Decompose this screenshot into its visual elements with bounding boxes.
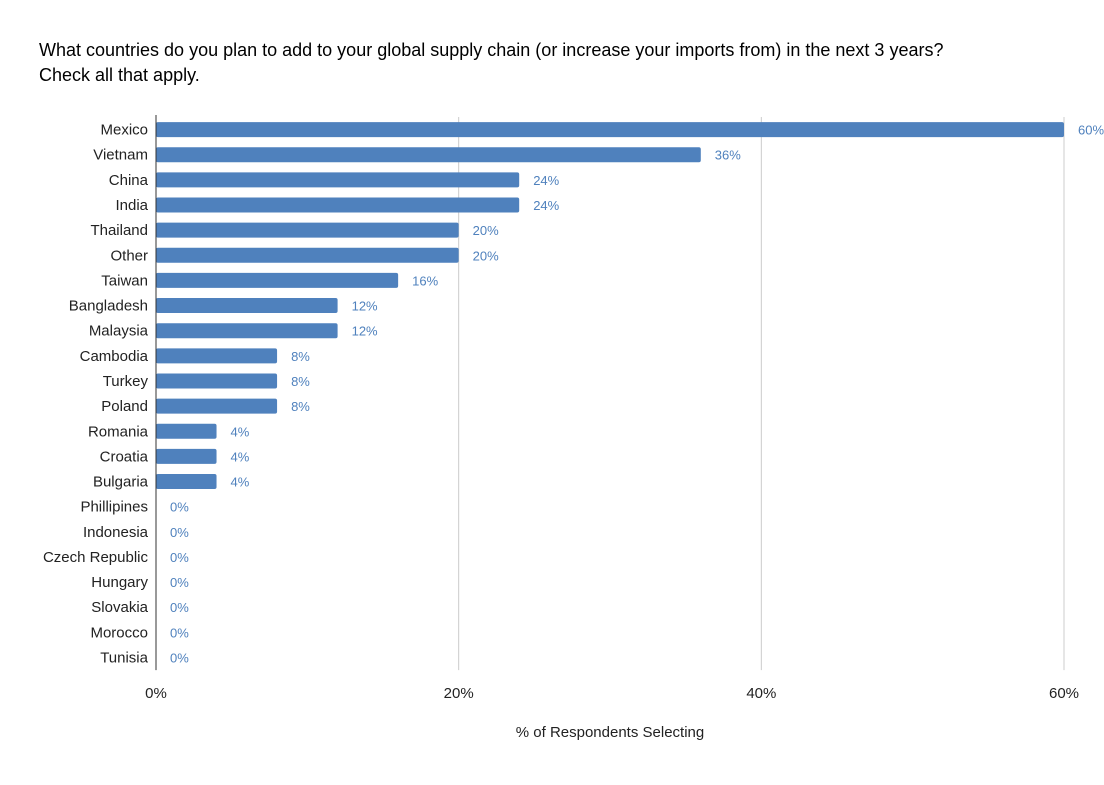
bar bbox=[156, 448, 217, 464]
category-label: Indonesia bbox=[83, 524, 149, 541]
data-label: 24% bbox=[533, 173, 559, 188]
category-label: Poland bbox=[101, 398, 148, 415]
category-labels: Mexico Vietnam China India Thailand Other Taiw… bbox=[43, 122, 149, 667]
x-axis-title: % of Respondents Selecting bbox=[516, 724, 704, 741]
data-label: 8% bbox=[291, 399, 310, 414]
data-label: 0% bbox=[170, 600, 189, 615]
x-tick-label: 40% bbox=[746, 685, 776, 702]
data-label: 0% bbox=[170, 550, 189, 565]
data-label: 20% bbox=[473, 223, 499, 238]
data-label: 0% bbox=[170, 651, 189, 666]
category-label: Mexico bbox=[100, 122, 148, 139]
bars bbox=[156, 122, 1064, 490]
data-label: 36% bbox=[715, 148, 741, 163]
category-label: Bangladesh bbox=[69, 298, 148, 315]
data-label: 4% bbox=[231, 424, 250, 439]
bar bbox=[156, 172, 520, 188]
x-tick-labels: 0% 20% 40% 60% bbox=[145, 685, 1079, 702]
category-label: Other bbox=[110, 247, 148, 264]
category-label: Morocco bbox=[90, 624, 148, 641]
category-label: Croatia bbox=[100, 448, 149, 465]
category-label: Malaysia bbox=[89, 323, 149, 340]
chart-title: What countries do you plan to add to you… bbox=[39, 38, 1079, 88]
category-label: Turkey bbox=[103, 373, 149, 390]
bar bbox=[156, 373, 278, 389]
category-label: China bbox=[109, 172, 149, 189]
data-label: 12% bbox=[352, 324, 378, 339]
data-label: 8% bbox=[291, 374, 310, 389]
category-label: Romania bbox=[88, 423, 149, 440]
category-label: Thailand bbox=[90, 222, 148, 239]
category-label: India bbox=[115, 197, 148, 214]
bar bbox=[156, 222, 459, 238]
data-label: 4% bbox=[231, 475, 250, 490]
x-tick-label: 60% bbox=[1049, 685, 1079, 702]
bar bbox=[156, 247, 459, 263]
data-label: 12% bbox=[352, 299, 378, 314]
data-label: 60% bbox=[1078, 123, 1104, 138]
data-label: 16% bbox=[412, 273, 438, 288]
data-label: 0% bbox=[170, 525, 189, 540]
data-label: 0% bbox=[170, 500, 189, 515]
bar bbox=[156, 348, 278, 364]
chart-title-line-2: Check all that apply. bbox=[39, 65, 200, 85]
x-tick-label: 0% bbox=[145, 685, 167, 702]
data-label: 8% bbox=[291, 349, 310, 364]
category-label: Phillipines bbox=[80, 499, 148, 516]
bar bbox=[156, 122, 1064, 138]
bar bbox=[156, 197, 520, 213]
category-label: Cambodia bbox=[80, 348, 149, 365]
bar bbox=[156, 272, 399, 288]
bar bbox=[156, 147, 701, 163]
x-tick-label: 20% bbox=[444, 685, 474, 702]
category-label: Vietnam bbox=[93, 147, 148, 164]
category-label: Czech Republic bbox=[43, 549, 149, 566]
bar bbox=[156, 398, 278, 414]
bar bbox=[156, 323, 338, 339]
data-label: 4% bbox=[231, 449, 250, 464]
data-label: 0% bbox=[170, 625, 189, 640]
category-label: Taiwan bbox=[101, 272, 148, 289]
category-label: Hungary bbox=[91, 574, 148, 591]
bar bbox=[156, 423, 217, 439]
bar bbox=[156, 298, 338, 314]
category-label: Bulgaria bbox=[93, 474, 149, 491]
data-label: 0% bbox=[170, 575, 189, 590]
category-label: Slovakia bbox=[91, 599, 148, 616]
value-labels: 60% 36% 24% 24% 20% 20% 16% 12% 12% 8% 8% 8% 4% 4% 4% 0… bbox=[170, 123, 1104, 666]
data-label: 20% bbox=[473, 248, 499, 263]
category-label: Tunisia bbox=[100, 650, 148, 667]
chart-title-line-1: What countries do you plan to add to you… bbox=[39, 40, 944, 60]
data-label: 24% bbox=[533, 198, 559, 213]
bar bbox=[156, 474, 217, 490]
